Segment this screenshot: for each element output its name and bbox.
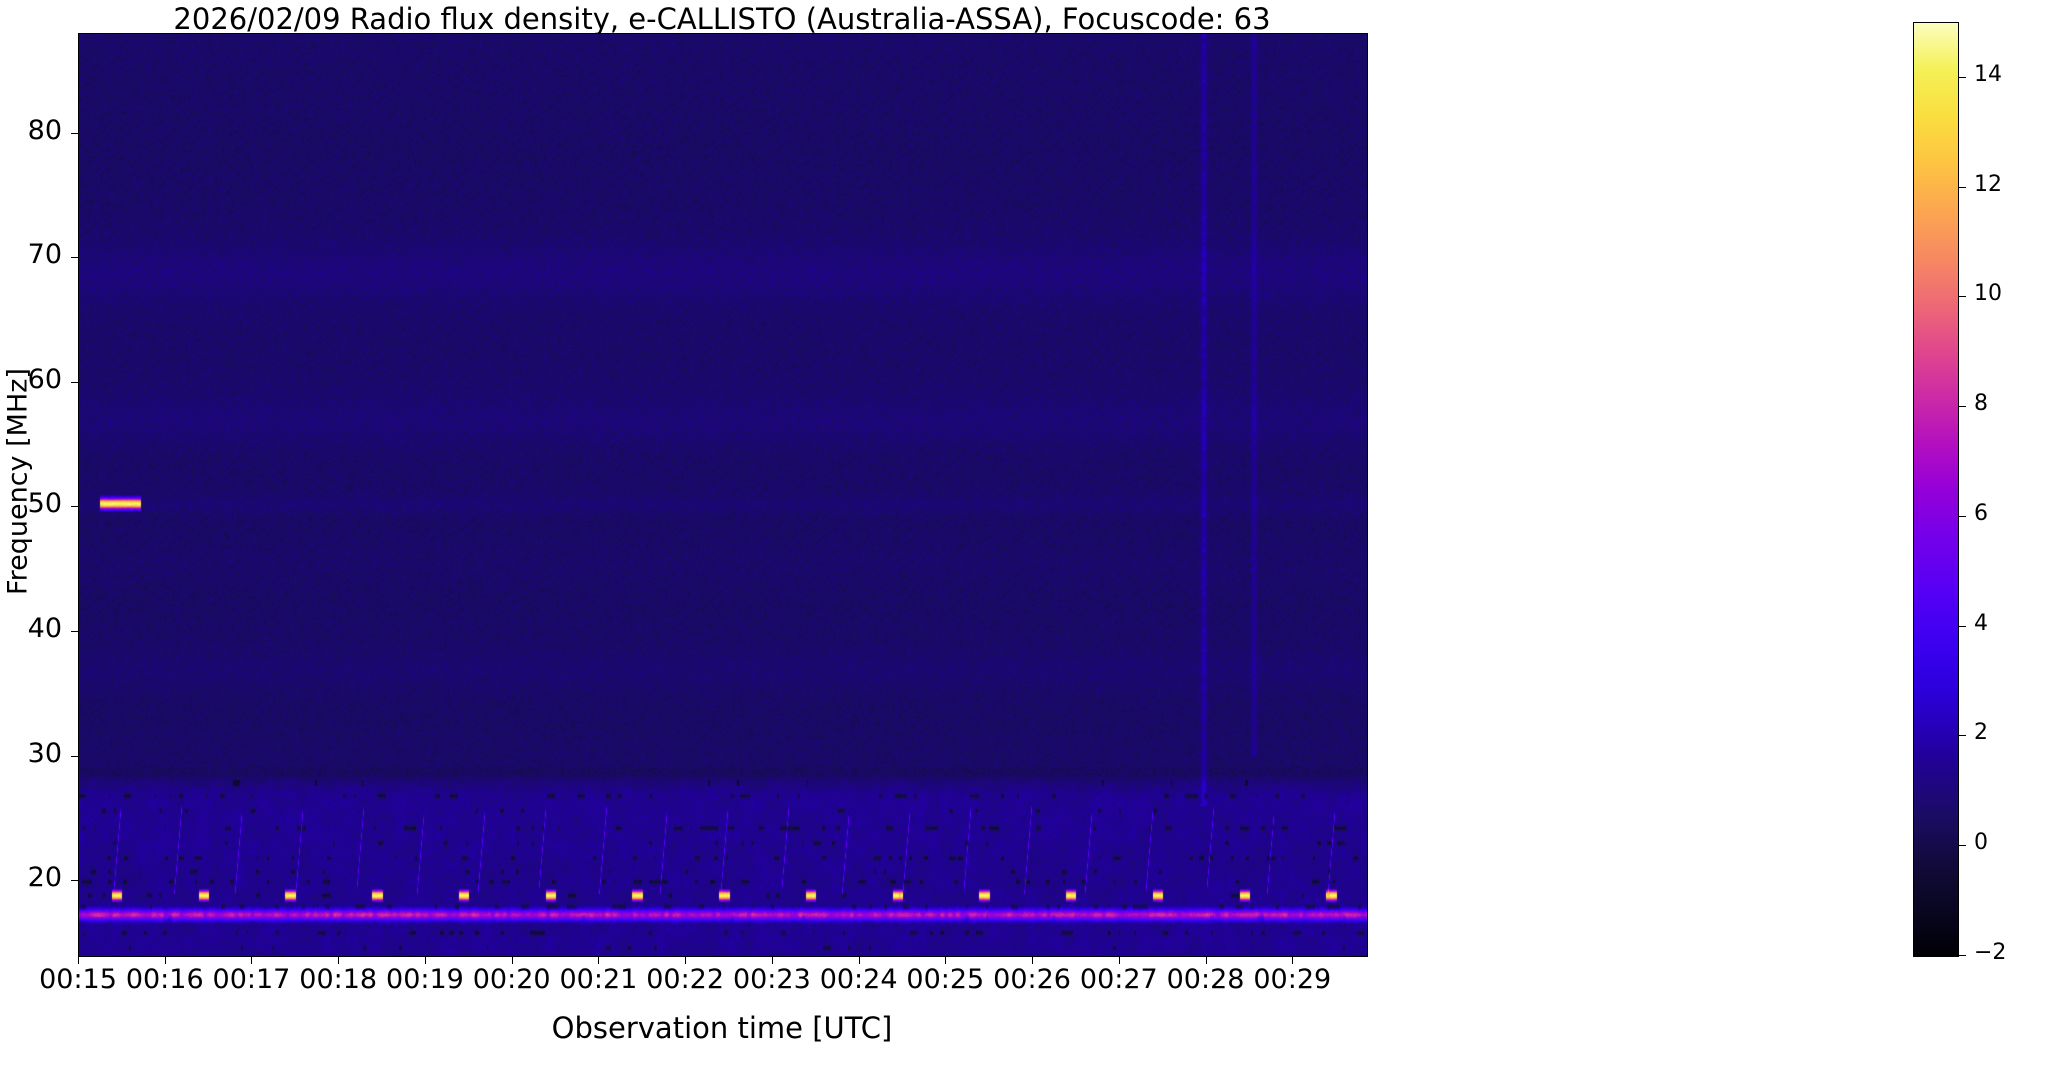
- colorbar-tick-mark: [1958, 296, 1966, 298]
- x-tick-label: 00:26: [993, 964, 1071, 995]
- x-tick-label: 00:17: [212, 964, 291, 995]
- x-tick-mark: [338, 956, 340, 964]
- colorbar-tick-mark: [1958, 406, 1966, 408]
- colorbar-tick-label: −2: [1974, 940, 2007, 965]
- colorbar-tick-mark: [1958, 76, 1966, 78]
- colorbar[interactable]: [1913, 22, 1959, 957]
- y-tick-mark: [71, 506, 79, 508]
- x-tick-label: 00:21: [559, 964, 638, 995]
- y-axis-label: Frequency [MHz]: [2, 368, 34, 595]
- x-tick-label: 00:28: [1166, 964, 1245, 995]
- colorbar-tick-label: 8: [1974, 391, 1988, 417]
- x-tick-label: 00:24: [819, 964, 898, 995]
- x-tick-mark: [164, 956, 166, 964]
- x-tick-label: 00:16: [125, 964, 204, 995]
- colorbar-tick-mark: [1958, 515, 1966, 517]
- colorbar-tick-label: 2: [1974, 720, 1988, 746]
- x-tick-mark: [251, 956, 253, 964]
- y-tick-label: 50: [27, 488, 62, 520]
- page-title: 2026/02/09 Radio flux density, e-CALLIST…: [173, 2, 1271, 36]
- x-tick-mark: [1118, 956, 1120, 964]
- x-axis-label: Observation time [UTC]: [551, 1011, 893, 1045]
- x-tick-label: 00:23: [732, 964, 811, 995]
- spectrogram-axes[interactable]: [78, 33, 1368, 957]
- y-tick-label: 80: [27, 114, 62, 146]
- y-tick-mark: [71, 631, 79, 633]
- colorbar-tick-mark: [1958, 186, 1966, 188]
- y-tick-mark: [71, 880, 79, 882]
- colorbar-tick-mark: [1958, 845, 1966, 847]
- colorbar-tick-mark: [1958, 625, 1966, 627]
- spectrogram-image: [79, 34, 1367, 956]
- colorbar-gradient: [1914, 23, 1958, 956]
- colorbar-tick-label: 0: [1974, 830, 1988, 856]
- x-tick-label: 00:15: [39, 964, 117, 995]
- x-tick-mark: [424, 956, 426, 964]
- x-tick-mark: [1032, 956, 1034, 964]
- x-tick-label: 00:20: [472, 964, 551, 995]
- colorbar-tick-mark: [1958, 735, 1966, 737]
- colorbar-tick-label: 12: [1974, 171, 2002, 197]
- x-tick-label: 00:27: [1079, 964, 1158, 995]
- x-tick-label: 00:25: [906, 964, 985, 995]
- y-tick-mark: [71, 381, 79, 383]
- x-tick-mark: [78, 956, 79, 964]
- x-tick-label: 00:29: [1253, 964, 1332, 995]
- x-tick-mark: [945, 956, 947, 964]
- x-tick-mark: [771, 956, 773, 964]
- x-tick-mark: [511, 956, 513, 964]
- x-tick-mark: [1205, 956, 1207, 964]
- x-tick-label: 00:22: [646, 964, 725, 995]
- y-tick-mark: [71, 257, 79, 259]
- x-tick-label: 00:18: [299, 964, 378, 995]
- colorbar-tick-label: 14: [1974, 61, 2002, 87]
- y-tick-mark: [71, 755, 79, 757]
- y-tick-label: 70: [27, 239, 62, 271]
- y-tick-label: 60: [27, 363, 62, 395]
- colorbar-tick-mark: [1958, 955, 1966, 956]
- x-tick-mark: [598, 956, 600, 964]
- y-tick-mark: [71, 132, 79, 134]
- colorbar-tick-label: 6: [1974, 500, 1988, 526]
- y-tick-label: 20: [27, 862, 62, 894]
- colorbar-tick-label: 4: [1974, 610, 1988, 636]
- y-tick-label: 40: [27, 613, 62, 645]
- colorbar-tick-label: 10: [1974, 281, 2002, 307]
- x-tick-label: 00:19: [386, 964, 464, 995]
- x-tick-mark: [685, 956, 687, 964]
- y-tick-label: 30: [27, 737, 62, 769]
- x-tick-mark: [1292, 956, 1294, 964]
- x-tick-mark: [858, 956, 860, 964]
